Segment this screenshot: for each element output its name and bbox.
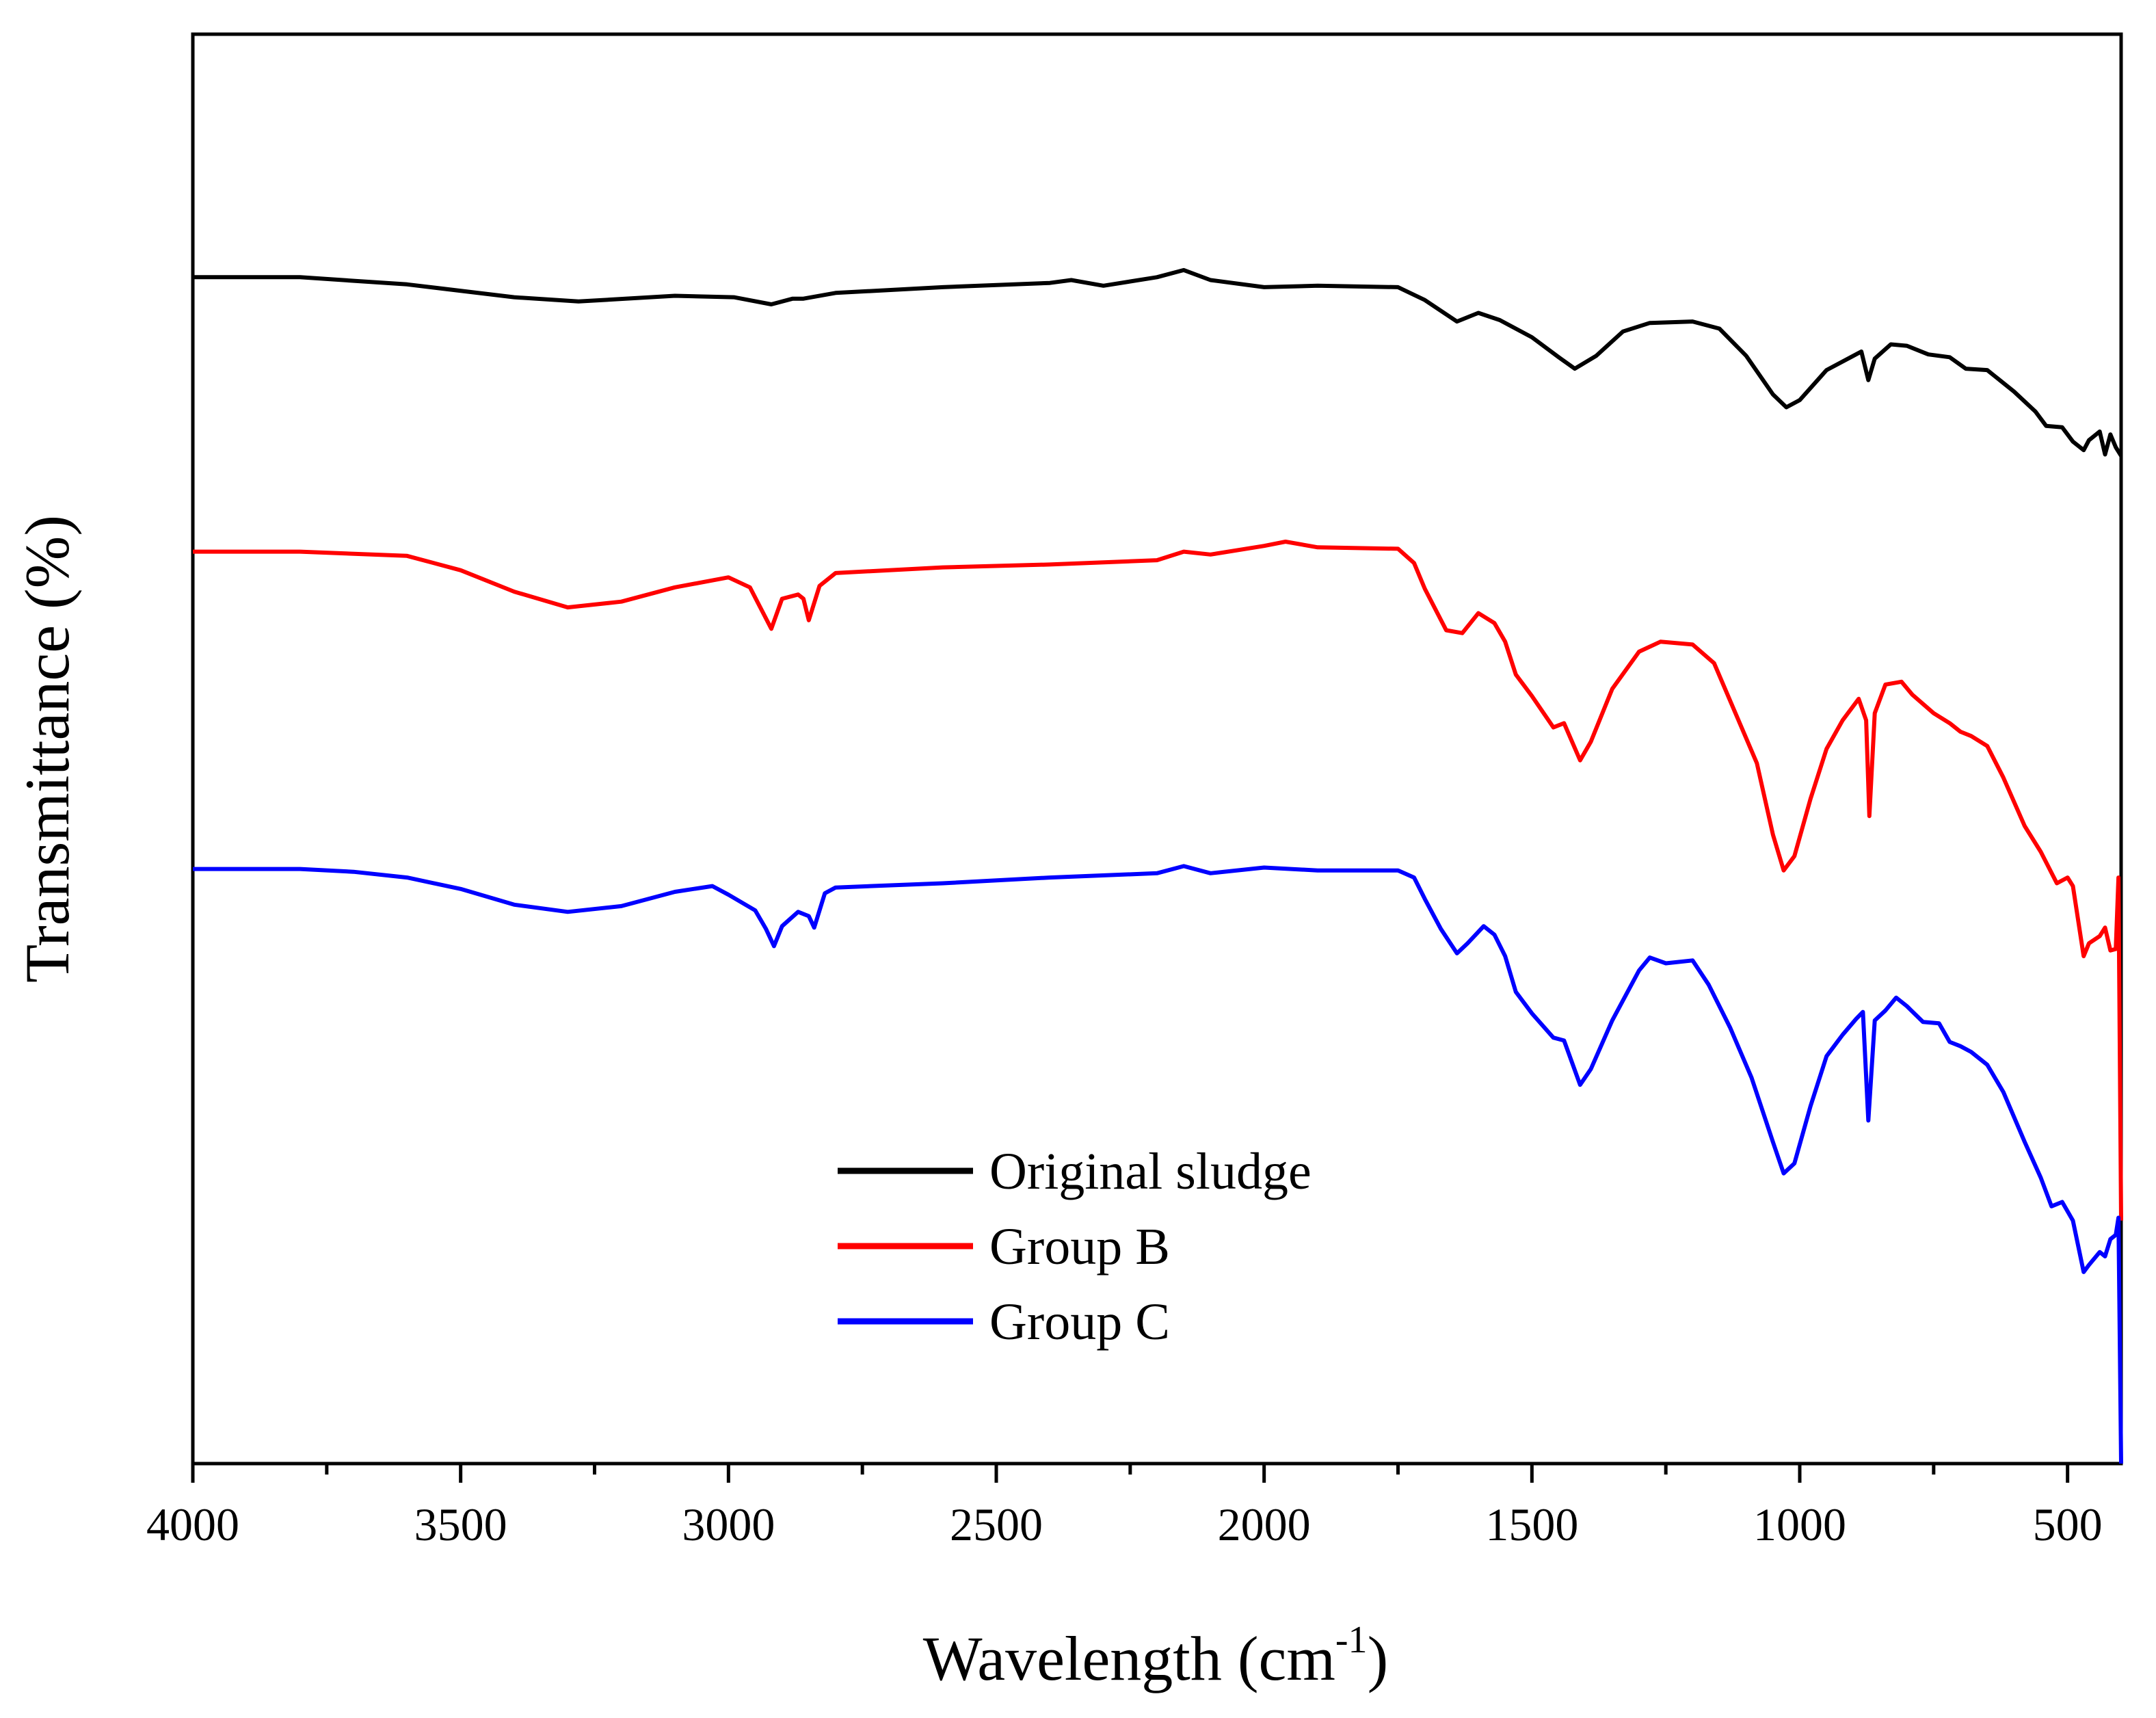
x-tick-label-2000: 2000 bbox=[1218, 1498, 1311, 1550]
series-layer bbox=[193, 267, 2123, 1464]
x-tick-label-2500: 2500 bbox=[950, 1498, 1043, 1550]
legend-label-original-sludge: Original sludge bbox=[989, 1143, 1312, 1200]
x-tick-label-3000: 3000 bbox=[682, 1498, 775, 1550]
x-tick-label-500: 500 bbox=[2033, 1498, 2103, 1550]
x-tick-label-3500: 3500 bbox=[414, 1498, 507, 1550]
x-tick-label-4000: 4000 bbox=[146, 1498, 239, 1550]
legend-label-group-b: Group B bbox=[989, 1218, 1170, 1276]
x-tick-label-1000: 1000 bbox=[1753, 1498, 1846, 1550]
legend: Original sludge Group B Group C bbox=[838, 1143, 1312, 1351]
x-axis-title-suffix: ) bbox=[1368, 1624, 1389, 1693]
x-axis-title-main: Wavelength (cm bbox=[923, 1624, 1335, 1693]
series-line-group-c bbox=[193, 864, 2123, 1464]
series-line-group-b bbox=[193, 540, 2123, 1221]
x-axis-ticks bbox=[191, 1464, 2070, 1483]
x-axis-title: Wavelength (cm-1) bbox=[923, 1619, 1388, 1693]
series-line-original-sludge bbox=[193, 267, 2123, 458]
x-axis-tick-labels: 4000 3500 3000 2500 2000 1500 1000 500 bbox=[146, 1498, 2103, 1550]
x-axis-title-superscript: -1 bbox=[1335, 1619, 1368, 1661]
plot-frame bbox=[191, 32, 2123, 1466]
y-axis-title: Transmittance (%) bbox=[12, 515, 82, 983]
x-tick-label-1500: 1500 bbox=[1485, 1498, 1578, 1550]
legend-label-group-c: Group C bbox=[989, 1293, 1170, 1351]
